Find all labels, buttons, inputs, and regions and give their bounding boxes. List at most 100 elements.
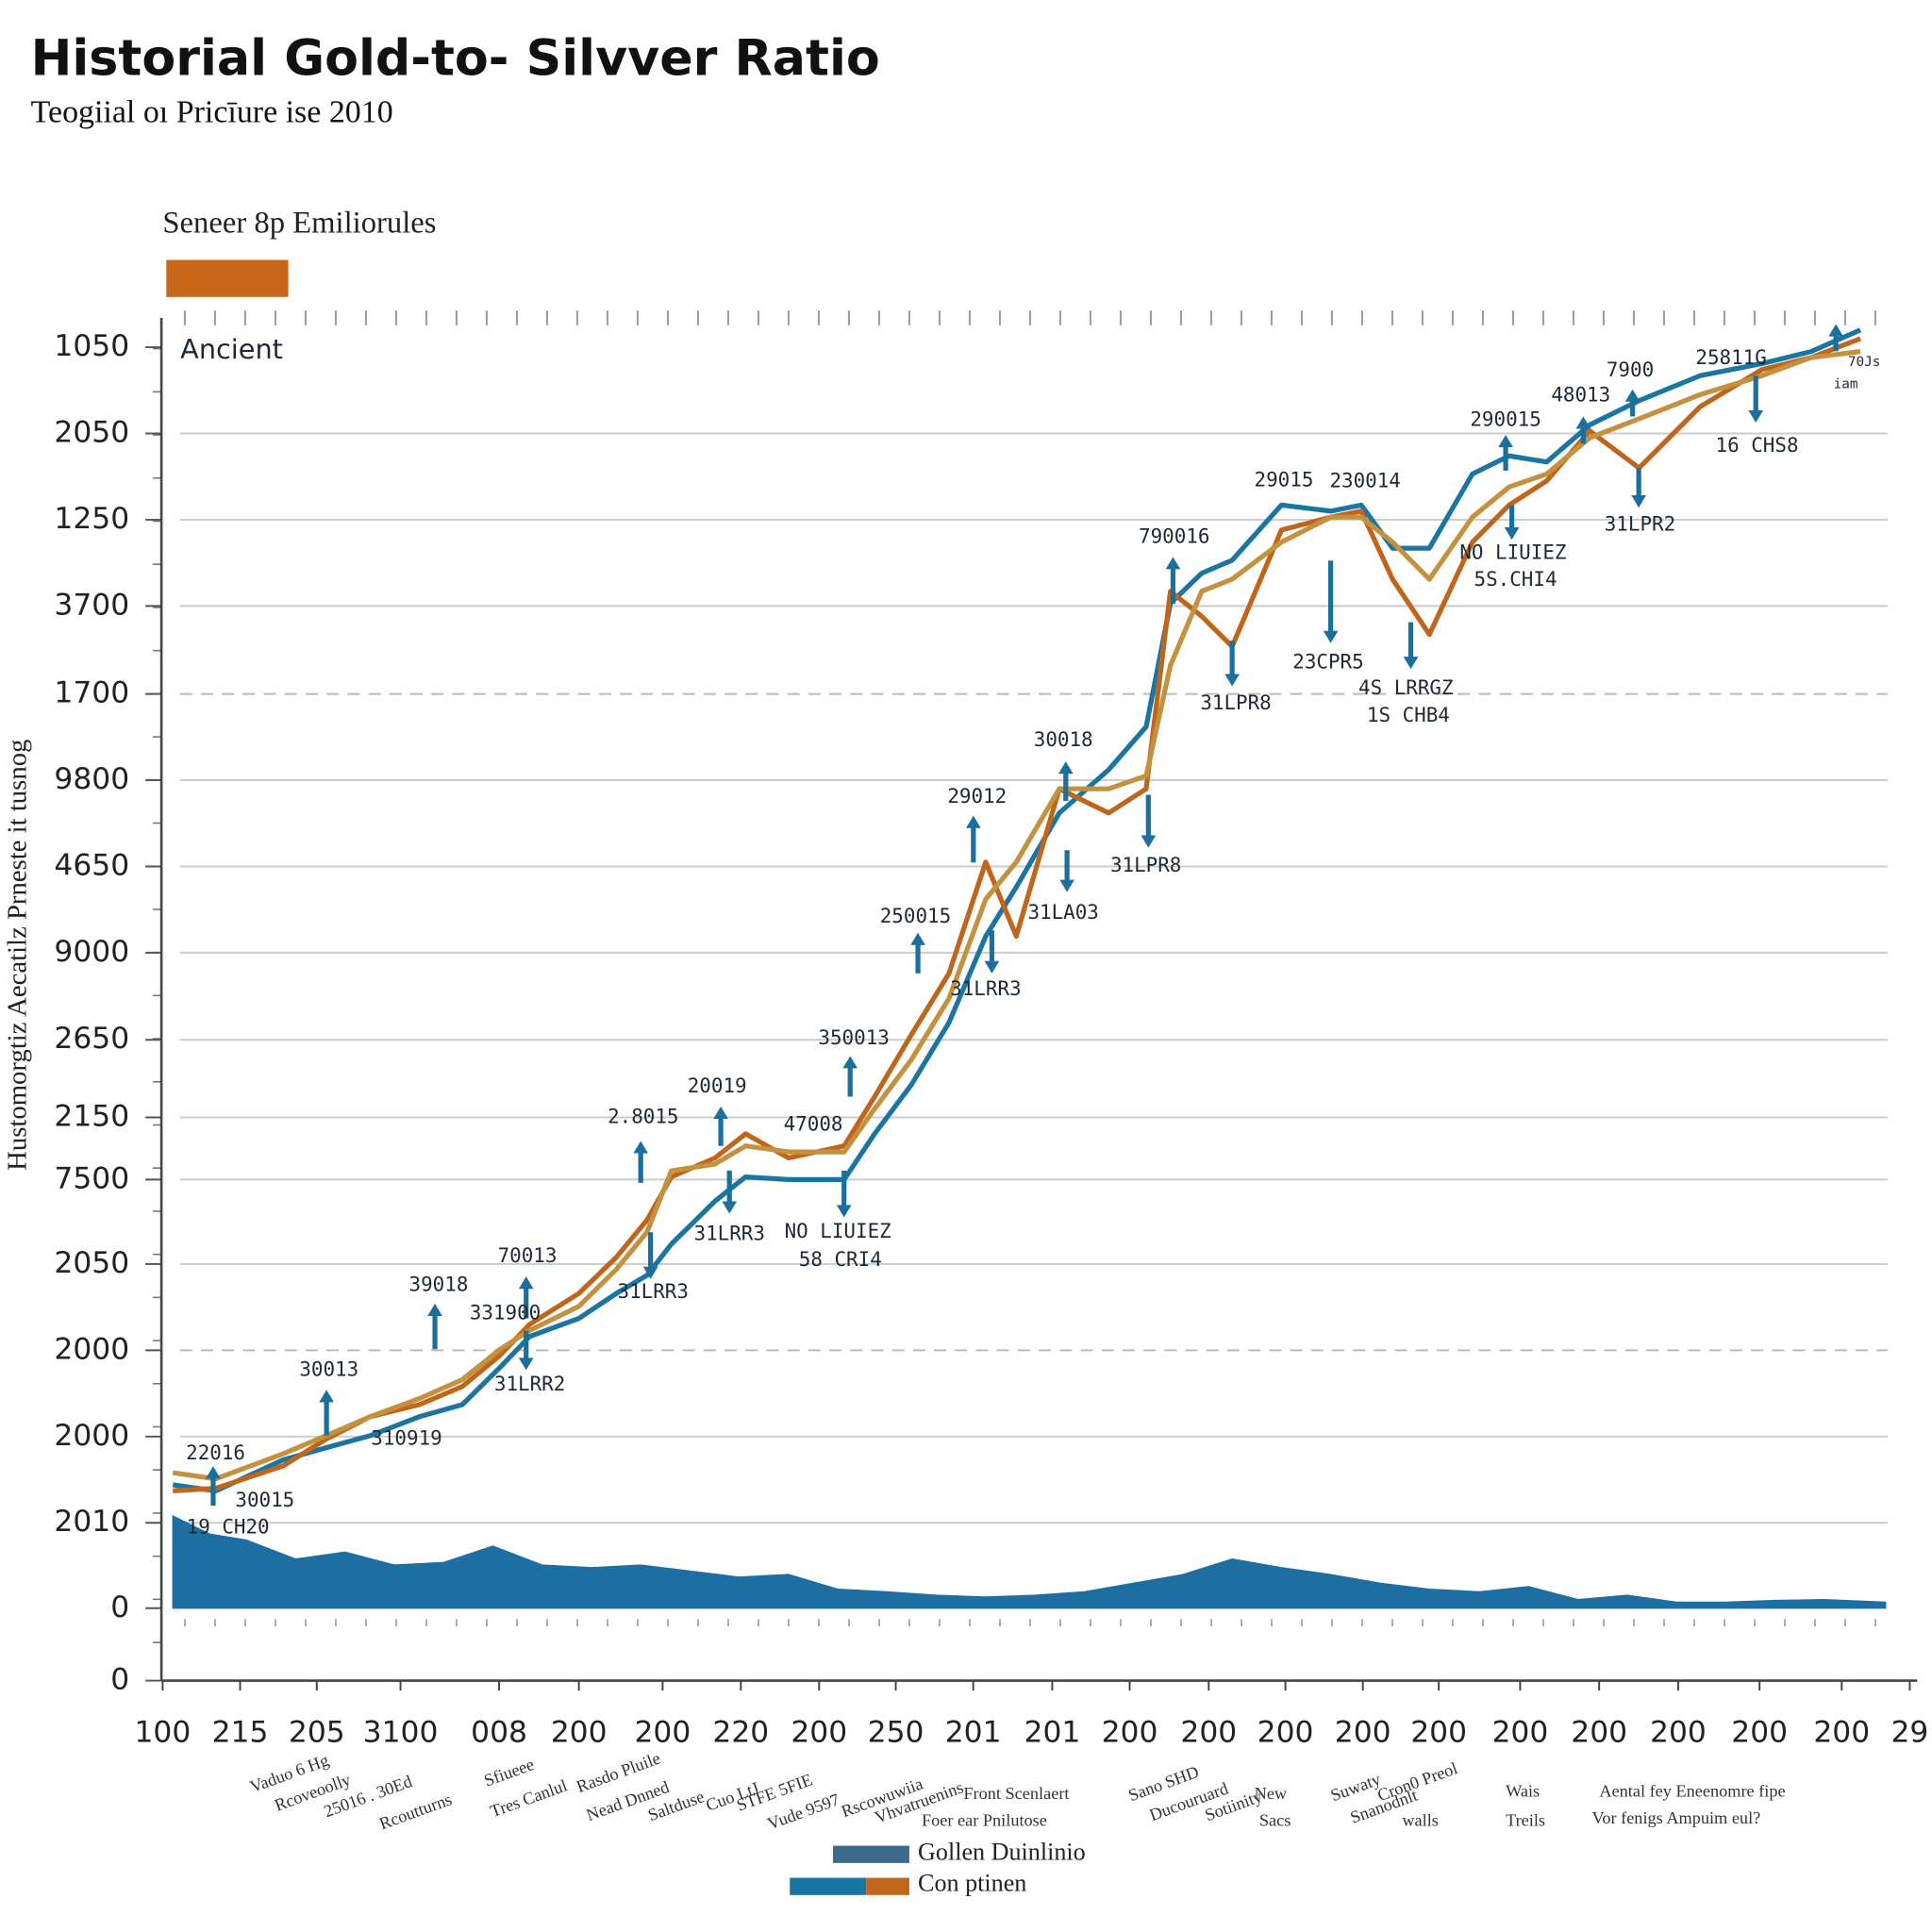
annotation: 30013	[299, 1357, 358, 1380]
annotation-arrow-head	[966, 815, 981, 828]
y-tick-label: 9000	[54, 935, 129, 969]
y-tick-label: 1250	[54, 502, 129, 536]
annotation-arrow-head	[842, 1056, 858, 1069]
annotation: NO LIUIEZ	[1459, 541, 1566, 563]
x-note: Front Scenlaert	[963, 1784, 1069, 1803]
y-tick-label: 0	[110, 1663, 129, 1697]
annotation-arrow-head	[319, 1390, 334, 1403]
annotation-arrow-head	[713, 1106, 728, 1119]
annotation: 31LRR3	[694, 1223, 765, 1245]
annotation: 1S CHB4	[1367, 704, 1450, 726]
annotation-arrow-head	[1624, 389, 1641, 402]
annotation-arrow-head	[518, 1357, 534, 1371]
annotation: 23CPR5	[1292, 651, 1363, 674]
annotation: iam	[1834, 377, 1858, 392]
x-tick-label: 200	[1650, 1716, 1707, 1750]
y-tick-label: 2650	[54, 1022, 129, 1056]
x-tick-label: 3100	[363, 1716, 439, 1750]
y-axis-title: Hustomorgtiz Aecatilz Prneste it tusnog	[2, 740, 32, 1171]
annotation: 70Js	[1848, 355, 1881, 370]
annotation: 7900	[1607, 358, 1654, 381]
annotation: 5S.CHI4	[1474, 568, 1557, 591]
x-note: walls	[1402, 1811, 1439, 1830]
x-note: Foer ear Pnilutose	[922, 1811, 1047, 1830]
annotation: 19 CH20	[187, 1516, 270, 1539]
line	[172, 349, 1861, 1482]
area	[172, 1514, 1887, 1609]
annotation-arrow-head	[910, 932, 925, 945]
x-tick-label: 200	[1102, 1716, 1158, 1750]
annotation-arrow-head	[984, 960, 1000, 974]
annotation-arrow-head	[1165, 557, 1181, 570]
annotation-arrow-head	[1631, 495, 1646, 508]
legend-swatch	[790, 1877, 867, 1895]
x-tick-label: 200	[634, 1716, 691, 1750]
annotation-arrow-head	[206, 1466, 221, 1479]
annotation-arrow-head	[1059, 879, 1074, 892]
y-tick-label: 7500	[54, 1161, 129, 1195]
annotation: 31LPR8	[1200, 691, 1271, 714]
y-tick-label: 2150	[54, 1100, 129, 1134]
x-note: Wais	[1506, 1781, 1540, 1800]
x-tick-label: 200	[1335, 1716, 1391, 1750]
annotation: 39018	[409, 1273, 469, 1295]
x-tick-label: 200	[1410, 1716, 1467, 1750]
annotation: 48013	[1551, 383, 1610, 406]
legend-label: Gollen Duinlinio	[918, 1839, 1086, 1866]
x-note: Sfiueee	[481, 1755, 536, 1790]
x-tick-label: 200	[1491, 1716, 1548, 1750]
y-tick-label: 2050	[54, 415, 129, 449]
x-tick-label: 200	[1813, 1716, 1870, 1750]
annotation-arrow-head	[642, 1266, 658, 1279]
annotation: 30018	[1034, 728, 1093, 751]
y-tick-label: 2050	[54, 1246, 129, 1280]
x-note: Treils	[1506, 1811, 1545, 1830]
x-tick-label: 100	[135, 1716, 192, 1750]
annotation-arrow-head	[1498, 435, 1513, 448]
annotation: 331900	[470, 1301, 541, 1324]
annotation: 350013	[818, 1026, 889, 1049]
x-tick-label: 215	[212, 1716, 269, 1750]
annotation: 30015	[235, 1489, 294, 1511]
annotation-arrow-head	[518, 1276, 534, 1290]
annotation: 16 CHS8	[1716, 434, 1799, 457]
legend-swatch	[832, 1845, 909, 1863]
x-tick-label: 200	[1731, 1716, 1788, 1750]
annotation: 31LRR3	[618, 1280, 689, 1303]
x-note: Vor fenigs Ampuim eul?	[1592, 1808, 1761, 1827]
legend-label: Seneer 8p Emiliorules	[162, 207, 436, 241]
y-tick-label: 4650	[54, 848, 129, 882]
annotation-arrow-head	[1224, 674, 1240, 687]
annotation-arrow-head	[836, 1205, 852, 1218]
annotation-arrow-head	[1828, 324, 1843, 337]
annotation: 25811G	[1695, 346, 1766, 369]
y-tick-label: 2000	[54, 1419, 129, 1453]
y-tick-label: 2010	[54, 1505, 129, 1539]
annotation: NO LIUIEZ	[785, 1220, 891, 1242]
annotation: 4S LRRGZ	[1358, 676, 1454, 699]
annotation-arrow-head	[1748, 409, 1764, 423]
annotation: 31LRR2	[494, 1373, 565, 1395]
x-tick-label: 200	[1257, 1716, 1314, 1750]
x-tick-label: 220	[712, 1716, 769, 1750]
x-note: New	[1255, 1784, 1288, 1803]
annotation: 790016	[1139, 525, 1209, 547]
legend-swatch	[166, 259, 289, 297]
annotation-arrow-head	[722, 1201, 738, 1214]
x-tick-label: 205	[289, 1716, 345, 1750]
annotation-arrow-head	[1504, 527, 1520, 541]
annotation: 22016	[186, 1441, 245, 1464]
x-tick-label: 250	[868, 1716, 924, 1750]
x-tick-label: 200	[791, 1716, 847, 1750]
y-tick-label: 2000	[54, 1332, 129, 1366]
annotation-arrow-head	[1058, 761, 1074, 774]
annotation: 31LPR8	[1110, 854, 1181, 876]
annotation-arrow-head	[633, 1141, 649, 1154]
annotation: 47008	[784, 1112, 843, 1135]
chart-subtitle: Teogiial oı Pricīure ise 2010	[31, 94, 393, 129]
line	[172, 327, 1862, 1494]
annotation: 2.8015	[608, 1106, 678, 1128]
x-tick-label: 201	[1024, 1716, 1081, 1750]
